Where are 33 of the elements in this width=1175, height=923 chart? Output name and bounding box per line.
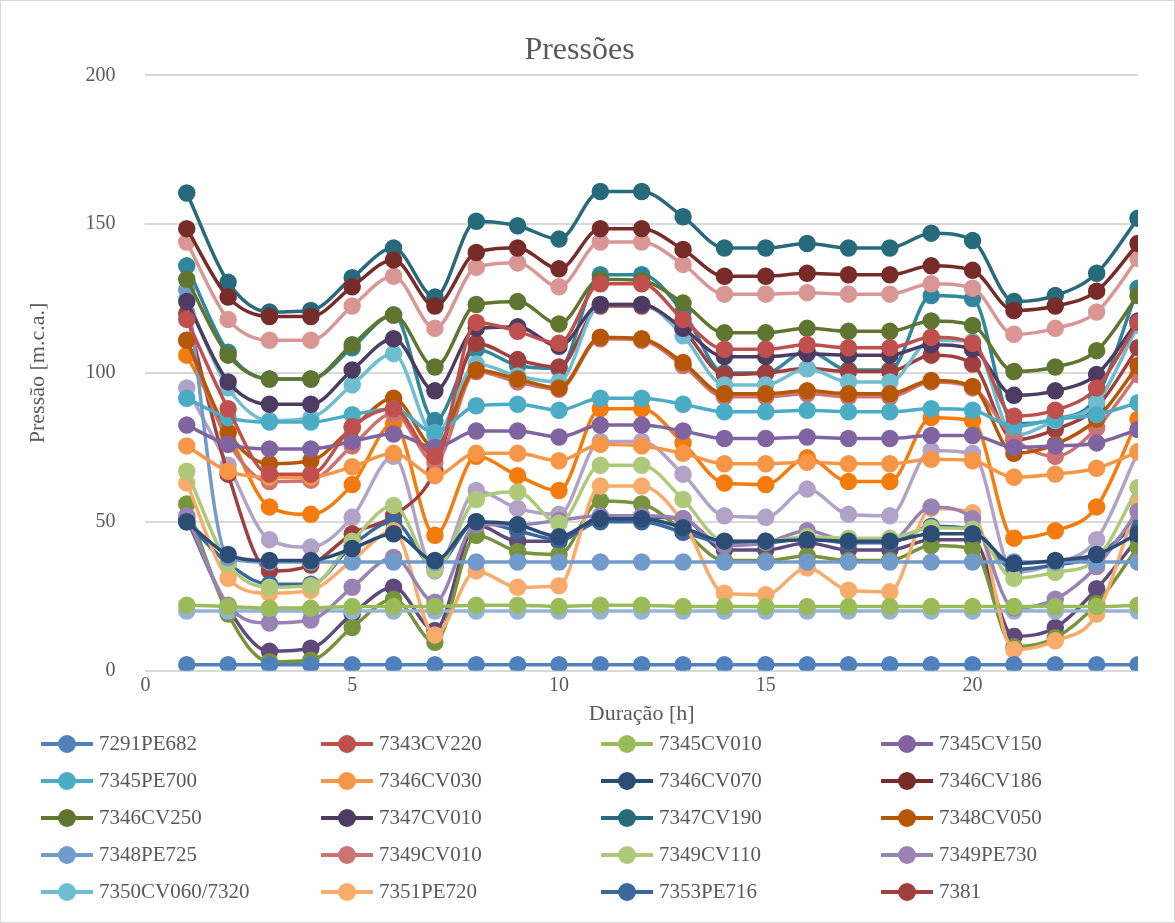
legend-label: 7349PE730 — [939, 842, 1038, 867]
legend-label: 7350CV060/7320 — [99, 879, 250, 904]
x-tick-label: 15 — [755, 672, 776, 695]
legend-label: 7353PE716 — [659, 879, 758, 904]
y-tick-label: 200 — [85, 62, 116, 85]
y-tick-label: 100 — [85, 360, 116, 383]
legend-label: 7346CV030 — [379, 768, 482, 793]
legend-label: 7347CV190 — [659, 805, 762, 830]
legend-label: 7349CV010 — [379, 842, 482, 867]
legend-label: 7345CV150 — [939, 731, 1042, 756]
legend-label: 7347CV010 — [379, 805, 482, 830]
legend-label: 7348CV050 — [939, 805, 1042, 830]
legend-label: 7343CV220 — [379, 731, 482, 756]
chart-title: Pressões — [524, 29, 635, 66]
y-tick-label: 0 — [105, 657, 116, 680]
legend-label: 7349CV110 — [659, 842, 761, 867]
legend-label: 7351PE720 — [379, 879, 478, 904]
legend-label: 7381 — [939, 879, 981, 904]
legend-label: 7346CV186 — [939, 768, 1042, 793]
x-tick-label: 5 — [347, 672, 358, 695]
x-tick-label: 0 — [140, 672, 151, 695]
legend-label: 7345PE700 — [99, 768, 198, 793]
y-tick-label: 150 — [85, 211, 116, 234]
y-tick-label: 50 — [95, 509, 116, 532]
legend-label: 7345CV010 — [659, 731, 762, 756]
x-axis-title: Duração [h] — [588, 699, 695, 725]
legend-label: 7291PE682 — [99, 731, 198, 756]
y-axis-title: Pressão [m.c.a.] — [23, 302, 49, 444]
legend-label: 7346CV070 — [659, 768, 762, 793]
x-tick-label: 20 — [962, 672, 983, 695]
x-tick-label: 10 — [548, 672, 569, 695]
legend-label: 7348PE725 — [99, 842, 198, 867]
legend-label: 7346CV250 — [99, 805, 202, 830]
